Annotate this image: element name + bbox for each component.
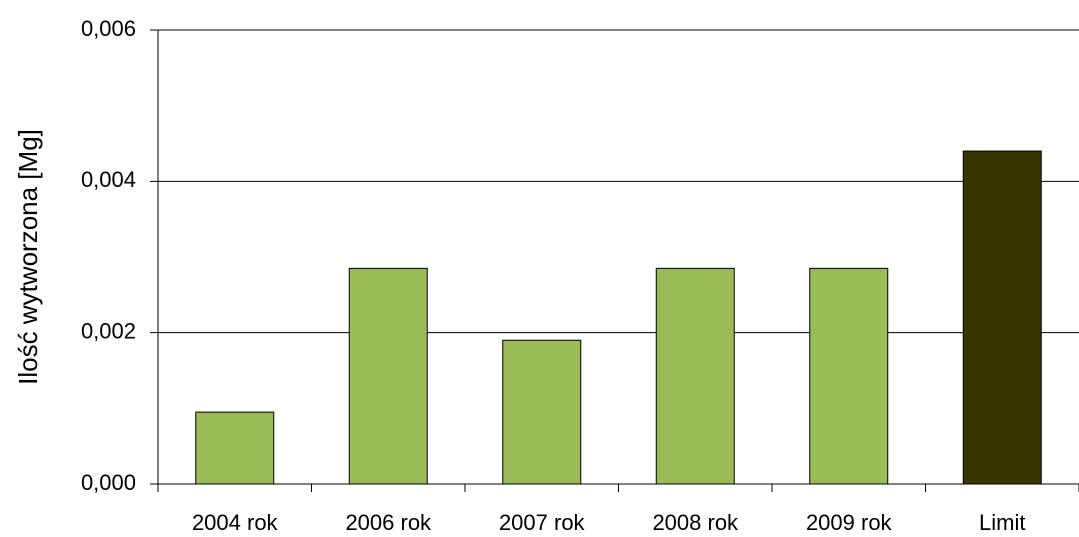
y-tick-label: 0,004 xyxy=(81,167,136,192)
x-tick-label: 2008 rok xyxy=(652,510,739,535)
bar xyxy=(809,267,889,485)
y-tick-label: 0,006 xyxy=(81,16,136,41)
bar xyxy=(348,267,428,485)
x-tick-label: 2004 rok xyxy=(192,510,279,535)
y-axis-label: Ilość wytworzona [Mg] xyxy=(13,129,43,385)
x-tick-label: 2006 rok xyxy=(345,510,432,535)
bar xyxy=(502,339,582,485)
x-tick-label: 2007 rok xyxy=(499,510,586,535)
bar xyxy=(195,411,275,485)
bar xyxy=(655,267,735,485)
y-tick-label: 0,002 xyxy=(81,318,136,343)
x-tick-label: 2009 rok xyxy=(806,510,893,535)
x-tick-label: Limit xyxy=(979,510,1025,535)
y-tick-label: 0,000 xyxy=(81,470,136,495)
bar xyxy=(962,150,1042,485)
